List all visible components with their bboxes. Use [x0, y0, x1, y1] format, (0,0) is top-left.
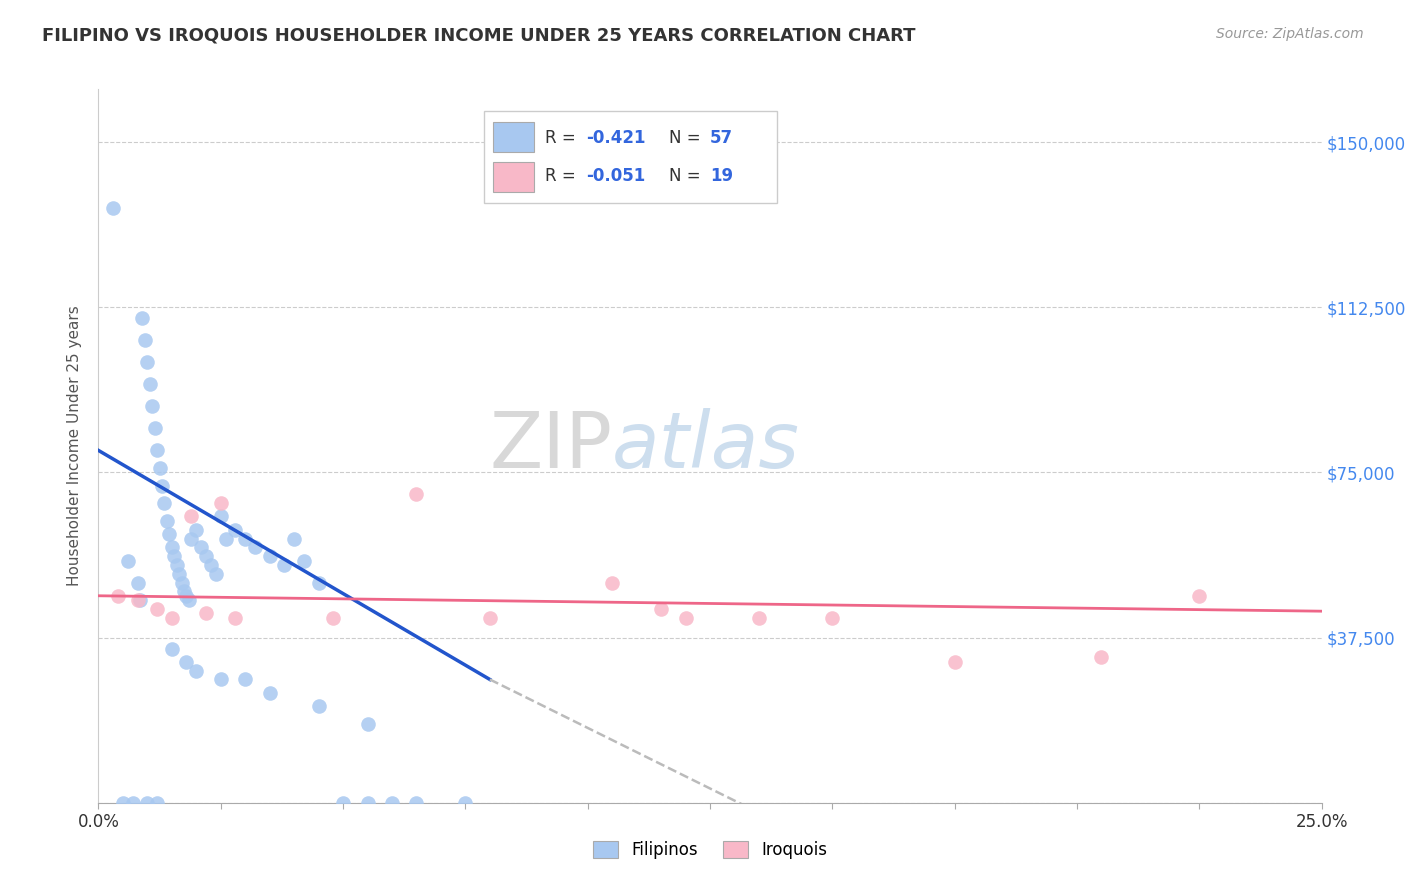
Text: -0.421: -0.421	[586, 128, 645, 146]
Text: R =: R =	[546, 168, 582, 186]
Point	[214, 532, 236, 546]
Point	[675, 611, 697, 625]
Point	[101, 201, 124, 215]
Point	[195, 549, 218, 563]
Point	[322, 611, 344, 625]
Point	[332, 796, 354, 810]
Point	[150, 478, 173, 492]
Point	[209, 673, 232, 687]
Point	[141, 400, 163, 414]
Point	[405, 796, 427, 810]
Point	[117, 553, 139, 567]
Text: 57: 57	[710, 128, 733, 146]
Point	[273, 558, 295, 572]
Text: ZIP: ZIP	[489, 408, 612, 484]
Point	[153, 496, 176, 510]
Point	[1090, 650, 1112, 665]
Text: N =: N =	[669, 128, 706, 146]
Bar	[492, 121, 534, 153]
Point	[454, 796, 477, 810]
Text: R =: R =	[546, 128, 582, 146]
Legend: Filipinos, Iroquois: Filipinos, Iroquois	[586, 834, 834, 866]
Point	[943, 655, 966, 669]
Point	[478, 611, 501, 625]
Point	[190, 541, 212, 555]
Point	[107, 589, 129, 603]
Point	[127, 575, 149, 590]
Point	[156, 514, 179, 528]
Point	[160, 611, 183, 625]
Bar	[492, 161, 534, 193]
Point	[243, 541, 266, 555]
Point	[1188, 589, 1211, 603]
Point	[149, 461, 172, 475]
Point	[180, 532, 202, 546]
Point	[143, 421, 166, 435]
Text: Source: ZipAtlas.com: Source: ZipAtlas.com	[1216, 27, 1364, 41]
Point	[127, 593, 149, 607]
Point	[233, 532, 256, 546]
Point	[356, 716, 378, 731]
Point	[146, 443, 169, 458]
Point	[160, 641, 183, 656]
Point	[356, 796, 378, 810]
Point	[121, 796, 143, 810]
Text: atlas: atlas	[612, 408, 800, 484]
Point	[163, 549, 186, 563]
Text: FILIPINO VS IROQUOIS HOUSEHOLDER INCOME UNDER 25 YEARS CORRELATION CHART: FILIPINO VS IROQUOIS HOUSEHOLDER INCOME …	[42, 27, 915, 45]
Point	[129, 593, 152, 607]
Text: -0.051: -0.051	[586, 168, 645, 186]
Point	[600, 575, 623, 590]
Point	[166, 558, 188, 572]
Point	[146, 602, 169, 616]
Point	[167, 566, 190, 581]
Point	[259, 549, 281, 563]
Point	[209, 496, 232, 510]
Point	[136, 796, 159, 810]
Point	[405, 487, 427, 501]
Point	[821, 611, 844, 625]
Point	[139, 377, 162, 392]
Point	[134, 333, 156, 347]
Point	[177, 593, 200, 607]
Point	[170, 575, 193, 590]
Point	[173, 584, 195, 599]
Point	[209, 509, 232, 524]
Point	[292, 553, 315, 567]
Point	[180, 509, 202, 524]
Point	[157, 527, 180, 541]
Point	[381, 796, 404, 810]
Point	[748, 611, 770, 625]
Point	[146, 796, 169, 810]
Y-axis label: Householder Income Under 25 years: Householder Income Under 25 years	[67, 306, 83, 586]
Point	[308, 575, 330, 590]
Text: N =: N =	[669, 168, 706, 186]
Point	[111, 796, 134, 810]
Point	[308, 698, 330, 713]
Point	[200, 558, 222, 572]
Text: 19: 19	[710, 168, 733, 186]
Point	[131, 311, 153, 326]
Point	[283, 532, 305, 546]
Point	[224, 611, 246, 625]
Point	[205, 566, 228, 581]
Point	[160, 541, 183, 555]
Point	[186, 664, 208, 678]
Point	[195, 607, 218, 621]
Point	[224, 523, 246, 537]
Point	[186, 523, 208, 537]
Point	[176, 655, 198, 669]
Point	[136, 355, 159, 369]
Point	[233, 673, 256, 687]
FancyBboxPatch shape	[484, 111, 778, 203]
Point	[259, 686, 281, 700]
Point	[650, 602, 672, 616]
Point	[176, 589, 198, 603]
